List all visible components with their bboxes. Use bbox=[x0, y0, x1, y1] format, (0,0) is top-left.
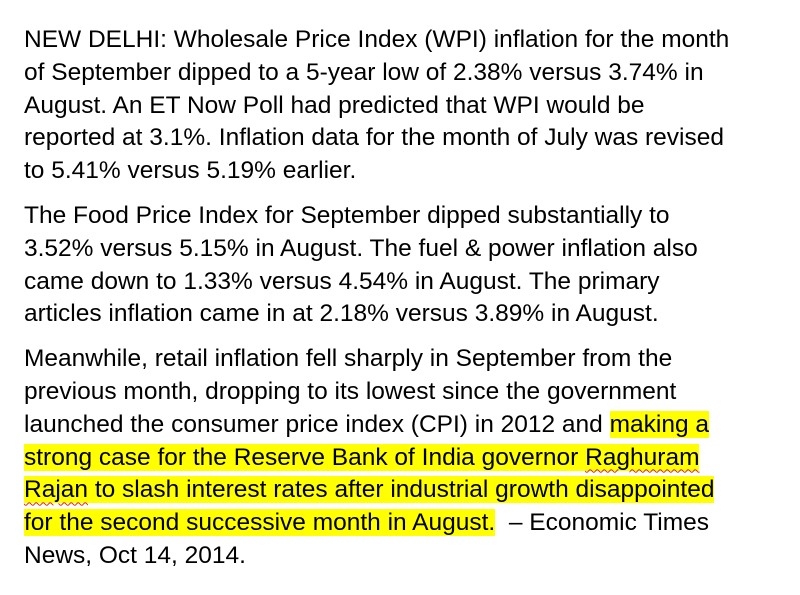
paragraph-retail-inflation: Meanwhile, retail inflation fell sharply… bbox=[24, 343, 729, 573]
highlighted-text: making a bbox=[609, 410, 710, 438]
text-line: News, Oct 14, 2014. bbox=[24, 541, 246, 569]
text-line: Rajan to slash interest rates after indu… bbox=[24, 474, 729, 507]
highlighted-text: strong case for the Reserve Bank of Indi… bbox=[24, 443, 586, 471]
text-line: 3.52% versus 5.15% in August. The fuel &… bbox=[24, 234, 698, 262]
text-line: articles inflation came in at 2.18% vers… bbox=[24, 300, 659, 328]
text-line: August. An ET Now Poll had predicted tha… bbox=[24, 91, 645, 119]
highlighted-text: to slash interest rates after industrial… bbox=[88, 476, 715, 504]
paragraph-food-price: The Food Price Index for September dippe… bbox=[24, 200, 729, 331]
text-line: The Food Price Index for September dippe… bbox=[24, 201, 670, 229]
highlighted-text: for the second successive month in Augus… bbox=[24, 509, 496, 537]
misspelled-word[interactable]: Raghuram bbox=[585, 443, 700, 471]
text-line: previous month, dropping to its lowest s… bbox=[24, 377, 677, 405]
text-line: launched the consumer price index (CPI) … bbox=[24, 409, 729, 442]
document-body: NEW DELHI: Wholesale Price Index (WPI) i… bbox=[24, 24, 729, 585]
text-line: Meanwhile, retail inflation fell sharply… bbox=[24, 345, 673, 373]
misspelled-word[interactable]: Rajan bbox=[24, 476, 89, 504]
text-line: for the second successive month in Augus… bbox=[24, 507, 729, 540]
text-line: strong case for the Reserve Bank of Indi… bbox=[24, 442, 729, 475]
text-line: reported at 3.1%. Inflation data for the… bbox=[24, 124, 724, 152]
text-line: NEW DELHI: Wholesale Price Index (WPI) i… bbox=[24, 26, 730, 53]
text-line: to 5.41% versus 5.19% earlier. bbox=[24, 157, 357, 185]
paragraph-wpi: NEW DELHI: Wholesale Price Index (WPI) i… bbox=[24, 24, 729, 188]
text-line: came down to 1.33% versus 4.54% in Augus… bbox=[24, 267, 660, 295]
text-line: of September dipped to a 5-year low of 2… bbox=[24, 58, 704, 86]
source-attribution: – Economic Times bbox=[495, 509, 709, 537]
text-segment: launched the consumer price index (CPI) … bbox=[24, 410, 610, 438]
